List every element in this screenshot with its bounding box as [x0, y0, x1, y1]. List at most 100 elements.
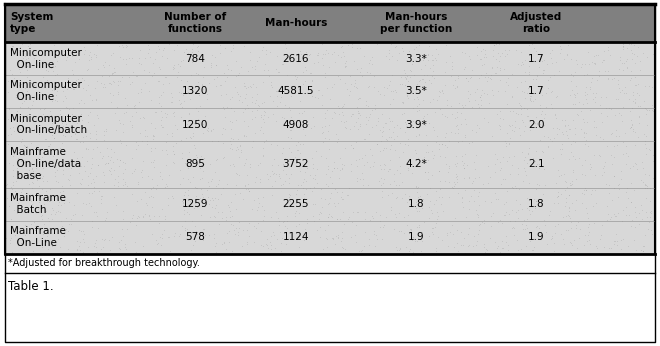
Point [312, 227, 322, 233]
Point [81, 201, 92, 207]
Point [382, 138, 393, 143]
Point [630, 204, 641, 210]
Point [490, 169, 500, 175]
Point [267, 171, 278, 176]
Point [630, 83, 640, 88]
Point [378, 181, 388, 186]
Point [500, 140, 511, 146]
Point [35, 106, 46, 111]
Point [442, 115, 452, 120]
Point [113, 79, 123, 84]
Point [211, 62, 222, 68]
Point [492, 156, 502, 162]
Point [231, 206, 242, 211]
Point [337, 43, 347, 48]
Point [82, 82, 93, 88]
Point [649, 135, 659, 140]
Text: 578: 578 [185, 232, 205, 242]
Point [185, 72, 196, 78]
Point [63, 199, 74, 204]
Point [333, 104, 343, 109]
Point [510, 125, 521, 130]
Point [203, 180, 213, 185]
Point [626, 51, 637, 56]
Point [67, 80, 78, 85]
Point [207, 53, 217, 58]
Point [279, 155, 290, 161]
Point [72, 155, 82, 161]
Point [516, 111, 527, 117]
Point [284, 146, 294, 151]
Point [174, 97, 185, 102]
Point [492, 196, 503, 202]
Point [459, 102, 470, 108]
Point [40, 136, 50, 142]
Point [369, 159, 380, 164]
Point [383, 82, 394, 88]
Point [201, 250, 211, 256]
Point [137, 138, 148, 144]
Point [486, 213, 496, 219]
Point [450, 161, 461, 166]
Point [315, 224, 325, 230]
Point [585, 107, 595, 113]
Point [617, 218, 628, 224]
Point [320, 116, 331, 121]
Point [257, 100, 267, 105]
Point [66, 217, 77, 222]
Point [232, 229, 243, 235]
Point [249, 239, 260, 245]
Point [33, 159, 44, 165]
Point [339, 102, 349, 107]
Point [572, 219, 583, 225]
Point [442, 230, 452, 236]
Point [476, 98, 486, 103]
Point [271, 172, 282, 177]
Point [138, 114, 148, 119]
Point [44, 143, 54, 148]
Point [258, 116, 269, 122]
Point [143, 42, 154, 48]
Point [0, 66, 11, 72]
Point [156, 122, 167, 128]
Point [150, 186, 161, 192]
Point [265, 142, 276, 147]
Point [640, 142, 651, 147]
Point [76, 111, 86, 117]
Point [298, 191, 309, 197]
Point [8, 148, 18, 154]
Point [5, 131, 16, 137]
Point [412, 238, 422, 244]
Point [630, 96, 641, 102]
Point [352, 85, 362, 91]
Point [522, 195, 533, 201]
Point [237, 244, 248, 249]
Point [489, 42, 500, 47]
Point [412, 83, 422, 89]
Point [286, 158, 297, 164]
Point [424, 233, 434, 239]
Point [351, 139, 362, 145]
Point [525, 98, 536, 103]
Point [84, 109, 95, 115]
Point [280, 223, 290, 228]
Point [104, 168, 115, 173]
Point [157, 48, 168, 53]
Point [564, 126, 575, 131]
Point [174, 89, 184, 94]
Point [630, 224, 641, 230]
Point [432, 209, 442, 215]
Point [298, 126, 308, 132]
Point [471, 207, 481, 213]
Point [358, 162, 369, 167]
Point [183, 91, 193, 96]
Point [150, 41, 161, 46]
Point [352, 175, 363, 181]
Point [221, 91, 232, 97]
Point [225, 141, 236, 147]
Point [483, 180, 494, 185]
Text: Mainframe
  On-Line: Mainframe On-Line [10, 226, 66, 248]
Point [182, 78, 193, 84]
Point [86, 191, 97, 196]
Point [159, 45, 170, 51]
